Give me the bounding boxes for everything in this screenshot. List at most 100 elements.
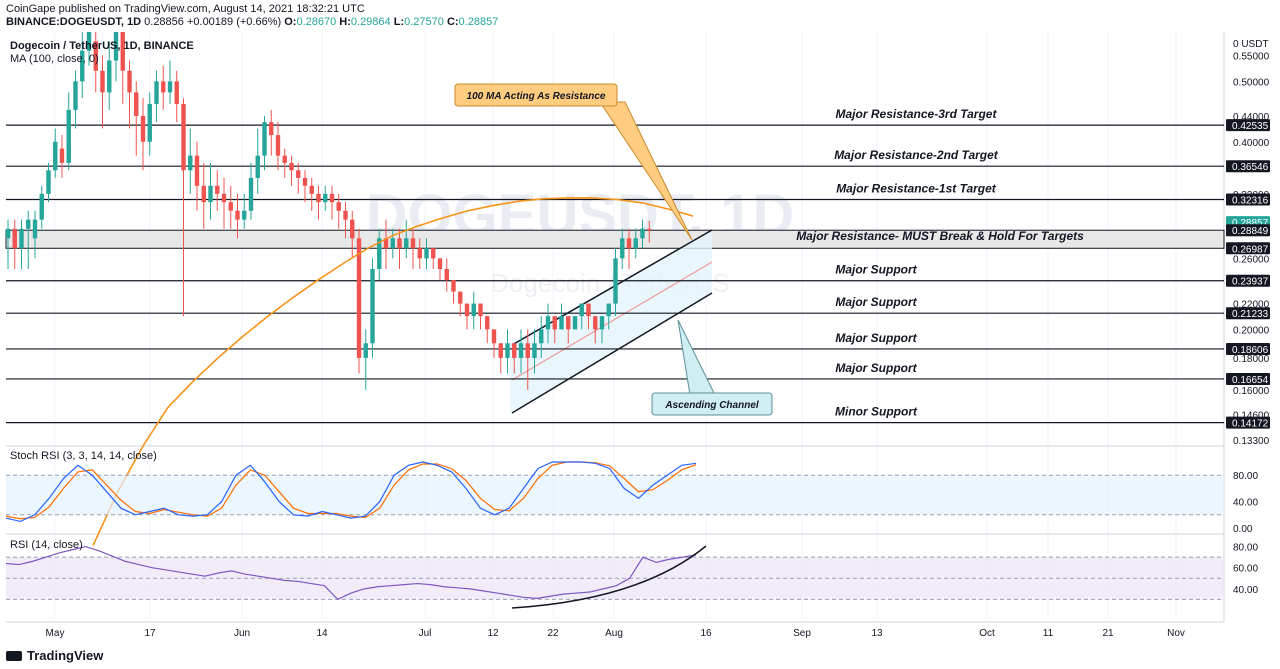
price-tag-box bbox=[1226, 224, 1270, 237]
candle-body bbox=[201, 185, 206, 203]
time-tick: 11 bbox=[1043, 628, 1054, 639]
candle-body bbox=[188, 155, 193, 171]
rsi-trend-curve bbox=[511, 545, 707, 609]
candle-body bbox=[228, 202, 233, 211]
candle-body bbox=[566, 316, 571, 330]
candle-body bbox=[377, 238, 382, 269]
candle-body bbox=[518, 343, 524, 358]
low-label: L: bbox=[393, 16, 405, 28]
level-label: Major Support bbox=[835, 295, 917, 309]
ascending-channel bbox=[510, 229, 713, 414]
time-tick: Sep bbox=[793, 628, 811, 639]
price-tag-box bbox=[1226, 119, 1270, 132]
tradingview-logo-text: TradingView bbox=[27, 648, 104, 663]
callout-text: 100 MA Acting As Resistance bbox=[467, 91, 606, 102]
price-tag-text: 0.16654 bbox=[1232, 375, 1269, 386]
price-tag-text: 0.21233 bbox=[1232, 309, 1269, 320]
time-tick: 14 bbox=[316, 628, 328, 639]
candle-body bbox=[161, 81, 166, 93]
candle-body bbox=[181, 103, 186, 171]
price-tag-box bbox=[1226, 372, 1270, 385]
open-value: 0.28670 bbox=[296, 16, 337, 28]
time-tick: Jul bbox=[419, 628, 432, 639]
candle-body bbox=[633, 238, 638, 249]
price-tag-text: 0.42535 bbox=[1232, 121, 1269, 132]
candle-body bbox=[586, 303, 591, 317]
symbol-label: BINANCE:DOGEUSDT, 1D bbox=[6, 16, 142, 28]
tradingview-logo-icon bbox=[6, 650, 22, 661]
ma-100-line bbox=[92, 197, 694, 546]
price-tag-text: 0.36546 bbox=[1232, 162, 1269, 173]
candle-body bbox=[46, 170, 51, 194]
candle-body bbox=[464, 303, 470, 317]
candle-body bbox=[491, 329, 497, 344]
channel-upper bbox=[511, 229, 713, 346]
price-tag-text: 0.32316 bbox=[1232, 196, 1269, 207]
candle-body bbox=[599, 316, 605, 330]
resistance-band: Major Resistance- MUST Break & Hold For … bbox=[5, 229, 1225, 249]
last-price: 0.28856 bbox=[144, 16, 184, 28]
candle-body bbox=[350, 219, 355, 239]
annotations: 100 MA Acting As Resistance Ascending Cha… bbox=[454, 83, 773, 416]
candle-body bbox=[437, 258, 443, 269]
time-tick: 16 bbox=[700, 628, 712, 639]
time-tick: Aug bbox=[605, 628, 623, 639]
candle-body bbox=[316, 193, 321, 203]
candle-body bbox=[593, 316, 598, 330]
chart-title: Dogecoin / TetherUS, 1D, BINANCE bbox=[10, 40, 194, 52]
close-label: C: bbox=[446, 16, 459, 28]
close-value: 0.28857 bbox=[458, 16, 499, 28]
candle-body bbox=[444, 268, 449, 281]
level-label: Major Support bbox=[835, 361, 917, 375]
candle-body bbox=[525, 343, 530, 358]
ma-legend: MA (100, close, 0) bbox=[10, 53, 99, 65]
price-tag-text: 0.18606 bbox=[1232, 345, 1269, 356]
candle-body bbox=[167, 81, 173, 93]
candle-body bbox=[127, 70, 132, 93]
time-tick: May bbox=[46, 628, 65, 639]
price-tick: 0.44000 bbox=[1233, 112, 1270, 123]
candle-body bbox=[66, 109, 71, 163]
candle-body bbox=[424, 248, 429, 259]
candle-body bbox=[100, 70, 105, 93]
candle-body bbox=[626, 238, 632, 249]
candle-body bbox=[498, 343, 503, 358]
candle-body bbox=[417, 248, 422, 259]
candle-body bbox=[255, 155, 260, 178]
rsi-tick: 60.00 bbox=[1233, 564, 1258, 575]
candle-body bbox=[275, 135, 281, 156]
candle-body bbox=[397, 238, 402, 249]
candle-body bbox=[606, 303, 611, 317]
candle-body bbox=[59, 148, 65, 163]
stoch-band bbox=[6, 475, 1224, 515]
stoch-k-line bbox=[5, 461, 697, 523]
candle-body bbox=[383, 238, 389, 249]
price-tick: 0.13300 bbox=[1233, 436, 1270, 447]
price-axis: 0 USDT0.550000.500000.440000.400000.3300… bbox=[1226, 39, 1271, 447]
candle-body bbox=[120, 32, 125, 71]
candle-body bbox=[579, 303, 584, 317]
candle-body bbox=[309, 185, 314, 194]
time-tick: Jun bbox=[234, 628, 250, 639]
candle-body bbox=[221, 193, 227, 203]
high-value: 0.29864 bbox=[350, 16, 391, 28]
time-tick: 12 bbox=[487, 628, 499, 639]
price-tick: 0.55000 bbox=[1233, 52, 1270, 63]
candle-body bbox=[323, 193, 328, 203]
candle-body bbox=[215, 185, 220, 194]
candle-body bbox=[505, 343, 510, 358]
candle-body bbox=[296, 170, 301, 178]
price-tick: 0.16000 bbox=[1233, 386, 1270, 397]
price-tag-text: 0.26987 bbox=[1232, 244, 1269, 255]
candle-body bbox=[329, 193, 335, 203]
price-tick: 0.40000 bbox=[1233, 138, 1270, 149]
candle-body bbox=[113, 32, 119, 61]
tradingview-logo[interactable]: TradingView bbox=[6, 648, 103, 663]
candle-body bbox=[431, 248, 436, 259]
candle-body bbox=[154, 81, 159, 104]
stoch-tick: 0.00 bbox=[1233, 524, 1253, 535]
price-tag-box bbox=[1226, 160, 1270, 173]
candle-body bbox=[552, 316, 557, 330]
candle-body bbox=[363, 343, 368, 358]
